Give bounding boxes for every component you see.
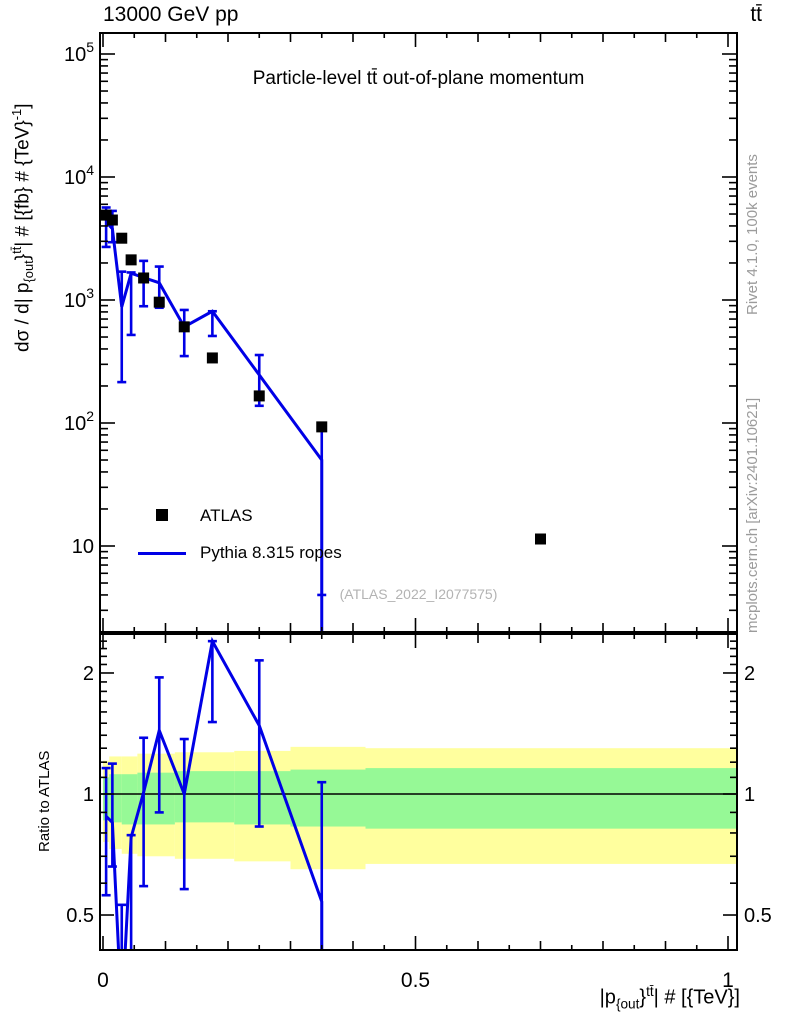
svg-text:1: 1	[83, 784, 94, 806]
plot-title: Particle-level tt̄ out-of-plane momentum	[252, 68, 585, 89]
legend-label-pythia: Pythia 8.315 ropes	[200, 542, 342, 562]
header-collision-energy: 13000 GeV pp	[103, 3, 239, 26]
data-point	[153, 296, 165, 308]
ratio-band-green	[103, 768, 736, 829]
pythia-line-marker-icon	[137, 543, 187, 563]
data-point	[101, 209, 112, 221]
data-point	[178, 321, 190, 333]
analysis-watermark: (ATLAS_2022_I2077575)	[339, 586, 498, 602]
svg-text:105: 105	[64, 39, 94, 66]
data-point	[316, 421, 328, 433]
atlas-square-marker-icon	[137, 506, 187, 526]
y-axis-title: dσ / d| p{out}tt̄| # [{fb} # {TeV}-1]	[9, 103, 37, 352]
data-point	[125, 254, 137, 266]
axis-ticks	[100, 33, 737, 950]
ratio-axis-title: Ratio to ATLAS	[36, 750, 53, 852]
rivet-version-note: Rivet 4.1.0, 100k events	[744, 154, 761, 315]
svg-text:0: 0	[97, 969, 109, 992]
svg-text:1: 1	[722, 969, 734, 992]
svg-text:104: 104	[64, 162, 94, 189]
data-point	[116, 232, 128, 244]
legend-item-atlas: ATLAS	[137, 497, 342, 534]
legend: ATLAS Pythia 8.315 ropes	[137, 497, 342, 571]
svg-text:0.5: 0.5	[401, 969, 430, 992]
legend-item-pythia: Pythia 8.315 ropes	[137, 534, 342, 571]
data-points-main	[101, 209, 546, 545]
data-point	[253, 390, 265, 402]
data-point	[206, 352, 218, 364]
mcplots-arxiv-note: mcplots.cern.ch [arXiv:2401.10621]	[744, 397, 761, 633]
panel-frames	[99, 32, 738, 951]
data-point	[106, 214, 118, 226]
svg-text:2: 2	[744, 663, 755, 685]
data-point	[138, 272, 150, 284]
ratio-y-tick-labels: 2 2 1 1 0.5 0.5	[66, 663, 772, 927]
svg-text:10: 10	[72, 536, 94, 558]
x-axis-title: |p{out}tt̄| # [{TeV}]	[599, 984, 740, 1012]
svg-text:0.5: 0.5	[66, 905, 94, 927]
svg-text:0.5: 0.5	[744, 905, 772, 927]
svg-text:2: 2	[83, 663, 94, 685]
legend-label-atlas: ATLAS	[200, 505, 253, 525]
mc-line-main	[105, 221, 324, 631]
svg-text:102: 102	[64, 408, 94, 435]
data-point	[535, 533, 546, 545]
header-process-label: tt̄	[750, 3, 762, 26]
svg-text:103: 103	[64, 285, 94, 312]
svg-text:1: 1	[744, 784, 755, 806]
mc-line-ratio	[105, 636, 324, 949]
main-y-tick-labels: 105 104 103 102 10	[64, 39, 94, 558]
x-tick-labels: 0 0.5 1	[97, 969, 734, 992]
